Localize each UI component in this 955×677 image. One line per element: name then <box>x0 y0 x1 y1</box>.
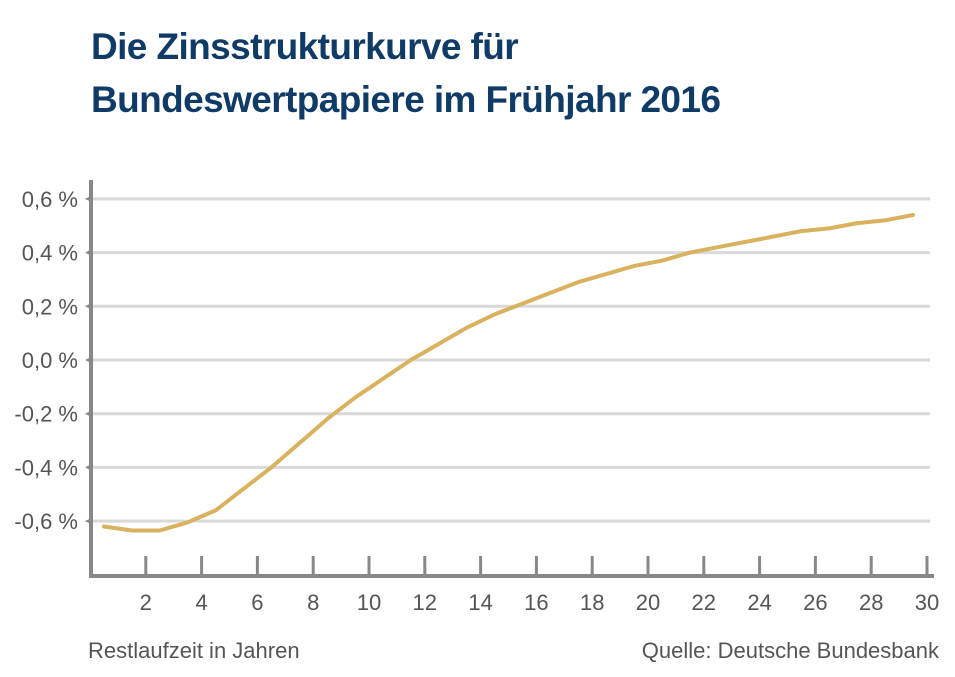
x-tick-label: 22 <box>692 590 716 615</box>
series-line <box>102 213 915 533</box>
y-tick-label: -0,2 % <box>14 402 78 427</box>
data-point <box>438 343 439 344</box>
data-point <box>327 419 328 420</box>
x-tick-label: 2 <box>140 590 152 615</box>
x-tick-label: 14 <box>468 590 492 615</box>
x-tick-label: 24 <box>747 590 771 615</box>
y-tick-label: -0,6 % <box>14 509 78 534</box>
data-point <box>578 282 579 283</box>
data-point <box>410 360 411 361</box>
data-point <box>801 231 802 232</box>
y-tick-label: -0,4 % <box>14 455 78 480</box>
x-axis: 2 4 6 8 10 12 14 16 18 20 22 24 26 28 30 <box>89 556 939 615</box>
data-point <box>104 526 105 527</box>
data-point <box>885 220 886 221</box>
data-point <box>243 488 244 489</box>
y-tick-label: 0,2 % <box>22 294 78 319</box>
data-point <box>661 260 662 261</box>
data-point <box>634 266 635 267</box>
data-point <box>355 397 356 398</box>
x-axis-label: Restlaufzeit in Jahren <box>88 638 300 663</box>
data-point <box>606 274 607 275</box>
chart-title-line-1: Die Zinsstrukturkurve für <box>91 26 519 67</box>
y-axis: 0,6 % 0,4 % 0,2 % 0,0 % -0,2 % -0,4 % -0,6 % <box>14 180 93 578</box>
data-point <box>299 443 300 444</box>
series-layer <box>102 213 915 533</box>
data-point <box>773 236 774 237</box>
data-point <box>271 467 272 468</box>
data-point <box>745 241 746 242</box>
y-tick-label: 0,6 % <box>22 187 78 212</box>
x-tick-label: 12 <box>413 590 437 615</box>
data-point <box>187 522 188 523</box>
y-tick-label: 0,0 % <box>22 348 78 373</box>
data-point <box>717 247 718 248</box>
x-tick-label: 26 <box>803 590 827 615</box>
x-tick-label: 4 <box>195 590 207 615</box>
data-point <box>215 510 216 511</box>
x-tick-label: 20 <box>636 590 660 615</box>
chart-title: Die Zinsstrukturkurve für Bundeswertpapi… <box>91 20 721 126</box>
data-point <box>829 228 830 229</box>
chart-title-line-2: Bundeswertpapiere im Frühjahr 2016 <box>91 79 721 120</box>
data-point <box>550 292 551 293</box>
x-tick-label: 18 <box>580 590 604 615</box>
data-point <box>494 314 495 315</box>
data-point <box>689 252 690 253</box>
data-point <box>131 530 132 531</box>
x-tick-label: 10 <box>357 590 381 615</box>
data-point <box>466 327 467 328</box>
data-point <box>159 530 160 531</box>
gridlines <box>93 197 930 523</box>
x-tick-label: 6 <box>251 590 263 615</box>
source-note: Quelle: Deutsche Bundesbank <box>641 638 939 663</box>
data-point <box>913 215 914 216</box>
x-tick-label: 16 <box>524 590 548 615</box>
x-tick-label: 28 <box>859 590 883 615</box>
data-point <box>857 223 858 224</box>
x-tick-label: 8 <box>307 590 319 615</box>
data-point <box>522 303 523 304</box>
y-tick-label: 0,4 % <box>22 241 78 266</box>
x-tick-label: 30 <box>915 590 939 615</box>
data-point <box>382 378 383 379</box>
